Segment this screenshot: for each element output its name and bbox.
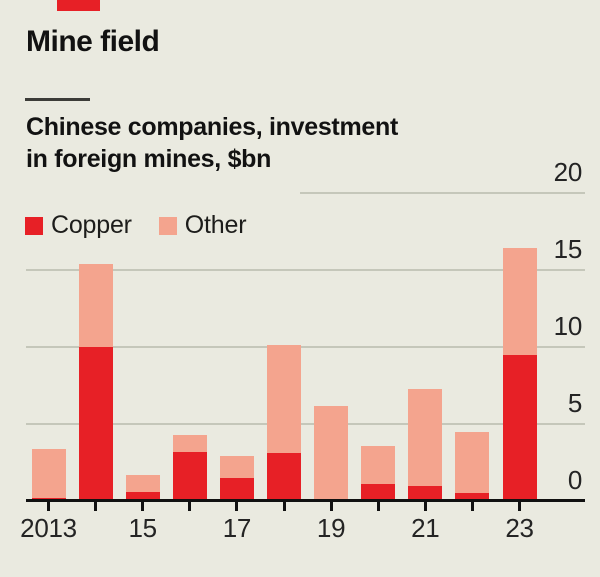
bar-2022-copper <box>455 492 490 501</box>
x-tick-2017 <box>235 502 239 511</box>
x-tick-2021 <box>423 502 427 511</box>
legend: Copper Other <box>25 211 247 240</box>
x-axis-label-19: 19 <box>316 513 346 543</box>
y-axis-label-20: 20 <box>553 157 583 187</box>
bar-2014-copper <box>78 347 113 501</box>
bar-2023-other <box>502 248 537 355</box>
x-tick-2019 <box>329 502 333 511</box>
legend-swatch-other <box>158 216 177 235</box>
gridline-10 <box>26 346 585 348</box>
chart-title: Mine field <box>26 25 160 58</box>
chart-subtitle-line2: in foreign mines, $bn <box>26 145 272 173</box>
x-tick-2018 <box>282 502 286 511</box>
title-rule <box>25 98 90 101</box>
bar-2020-other <box>361 445 396 485</box>
x-tick-2014 <box>94 502 98 511</box>
bar-2018-other <box>267 345 301 454</box>
x-axis-label-2013: 2013 <box>20 513 77 543</box>
bar-2019-other <box>314 405 349 501</box>
x-tick-2023 <box>518 502 521 511</box>
x-axis-label-17: 17 <box>222 513 252 543</box>
bar-2013-other <box>31 448 66 498</box>
bar-2021-other <box>408 388 443 486</box>
bar-2016-copper <box>172 451 207 501</box>
bar-2022-other <box>455 431 490 493</box>
legend-label-other: Other <box>184 211 247 239</box>
gridline-5 <box>26 423 585 425</box>
y-axis-label-15: 15 <box>553 234 583 264</box>
chart-subtitle: Chinese companies, investment in foreign … <box>26 111 398 175</box>
bar-2015-copper <box>125 491 160 501</box>
bar-2017-other <box>219 456 254 478</box>
x-tick-2022 <box>470 502 474 511</box>
chart-subtitle-line1: Chinese companies, investment <box>26 113 398 141</box>
bar-2017-copper <box>219 477 254 501</box>
gridline-15 <box>26 269 585 271</box>
x-axis-label-15: 15 <box>128 513 158 543</box>
economist-red-tab <box>57 0 100 11</box>
x-tick-2020 <box>376 502 380 511</box>
x-axis-label-23: 23 <box>505 513 534 543</box>
x-tick-2016 <box>188 502 192 511</box>
bar-2018-copper <box>267 453 301 501</box>
y-axis-label-5: 5 <box>567 388 582 418</box>
x-tick-2013 <box>47 502 50 511</box>
bar-2014-other <box>78 263 113 347</box>
legend-label-copper: Copper <box>51 211 132 239</box>
bar-2015-other <box>125 474 160 492</box>
x-axis-label-21: 21 <box>411 513 440 543</box>
y-axis-label-10: 10 <box>553 311 583 341</box>
bar-2020-copper <box>361 484 396 501</box>
bar-2016-other <box>172 434 207 452</box>
bar-2021-copper <box>408 485 443 501</box>
x-tick-2015 <box>141 502 145 511</box>
legend-swatch-copper <box>25 216 43 235</box>
x-axis-line <box>26 499 585 502</box>
y-axis-label-0: 0 <box>567 465 582 495</box>
gridline-20 <box>300 192 585 194</box>
bar-2023-copper <box>502 354 537 501</box>
